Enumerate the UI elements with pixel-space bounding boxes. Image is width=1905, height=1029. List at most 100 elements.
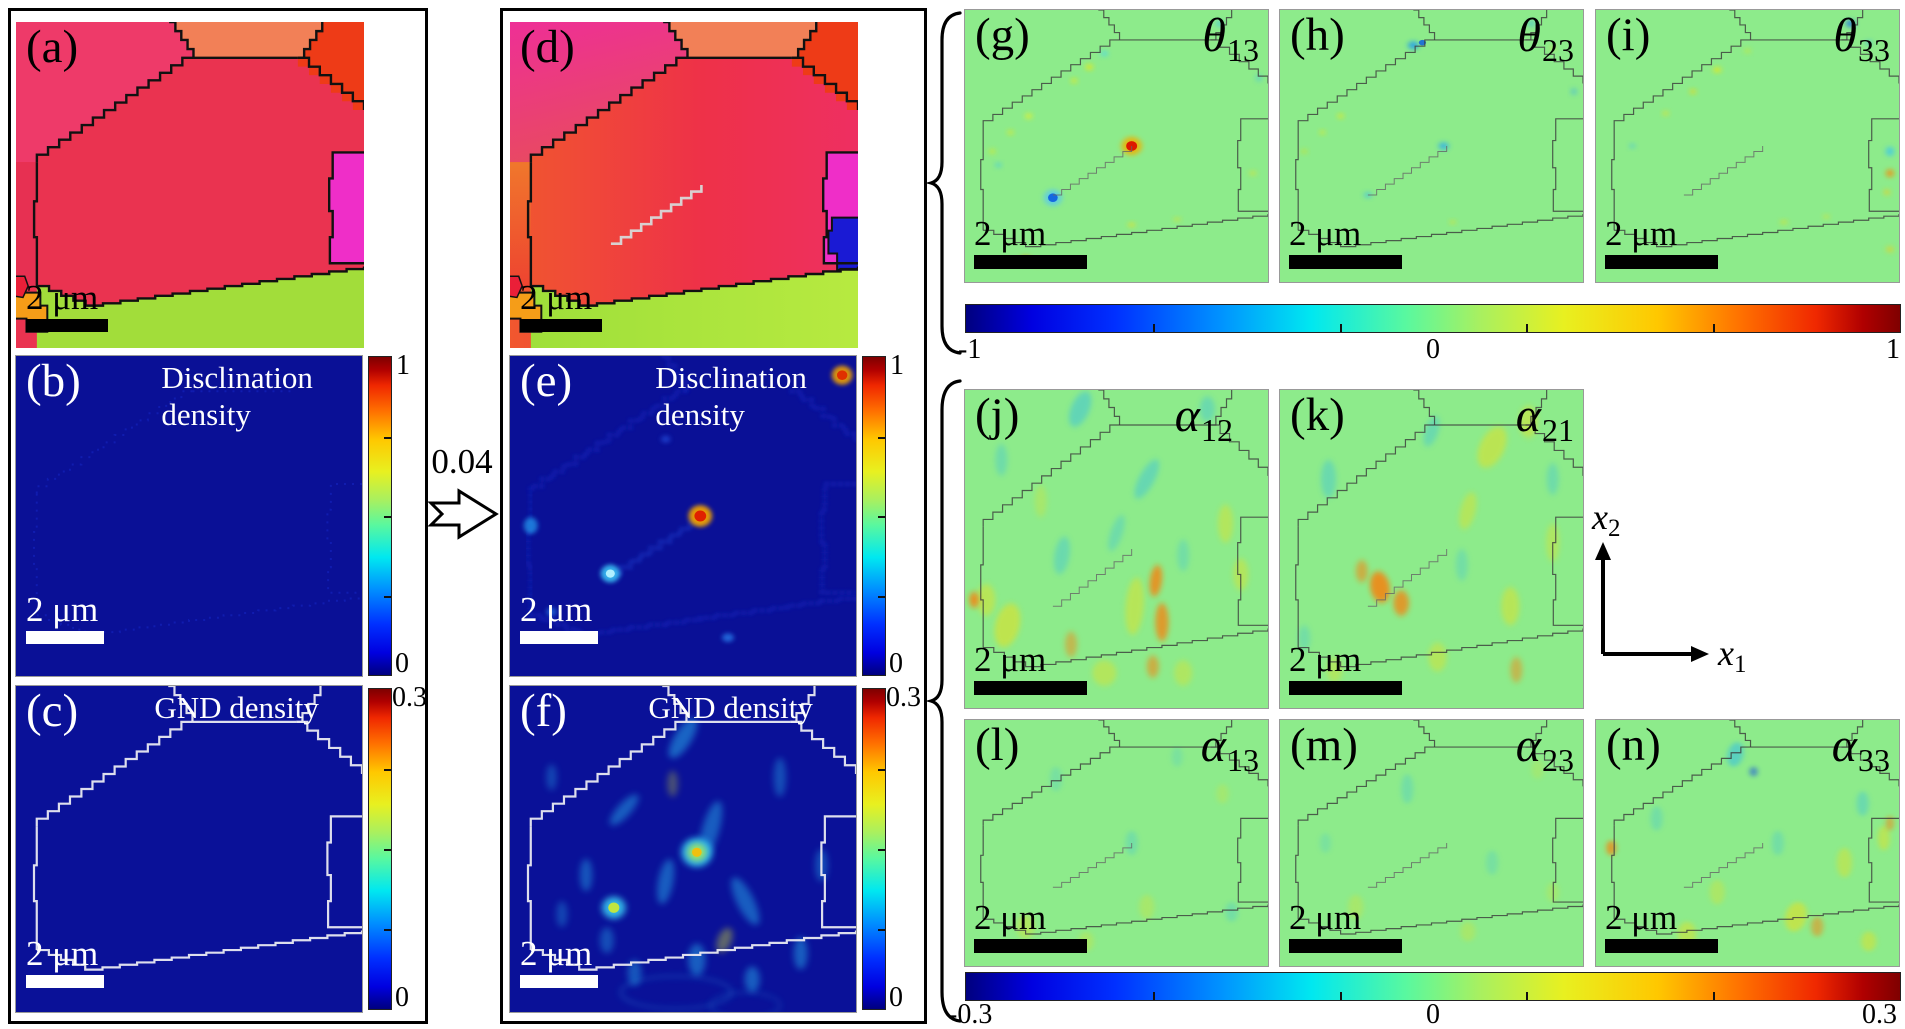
alpha12-label: α12 [1174, 389, 1233, 448]
colorbar-theta-min: -1 [958, 334, 982, 365]
scalebar-d: 2 μm [520, 280, 602, 332]
panel-i-label: (i) [1606, 9, 1651, 61]
axis-x1-label: x1 [1718, 633, 1747, 678]
panel-n: (n) α33 2 μm [1595, 719, 1900, 967]
axis-indicator [1595, 542, 1709, 662]
scalebar-n: 2 μm [1605, 900, 1718, 953]
alpha23-label: α23 [1515, 719, 1574, 778]
panel-k-label: (k) [1290, 389, 1345, 441]
panel-f-label: (f) [520, 685, 567, 737]
brace-alpha-icon [926, 379, 962, 1023]
colorbar-e [862, 356, 886, 676]
colorbar-theta-mid: 0 [1426, 334, 1440, 365]
scalebar-g-rect [974, 255, 1087, 269]
scalebar-j-text: 2 μm [974, 640, 1047, 679]
colorbar-b [368, 356, 392, 676]
panel-k: (k) α21 2 μm [1279, 389, 1584, 709]
colorbar-alpha-max: 0.3 [1862, 999, 1897, 1029]
alpha21-map [1279, 389, 1584, 709]
panel-b: (b) Disclination density 2 μm [15, 355, 363, 677]
colorbar-e-max: 1 [890, 350, 904, 381]
scalebar-k: 2 μm [1289, 642, 1402, 695]
scalebar-g: 2 μm [974, 216, 1087, 269]
colorbar-e-min: 0 [889, 648, 903, 679]
scalebar-i-rect [1605, 255, 1718, 269]
gnd-map-c [15, 685, 363, 1013]
scalebar-b-text: 2 μm [26, 590, 99, 629]
panel-e-label: (e) [520, 355, 573, 407]
scalebar-l-rect [974, 939, 1087, 953]
scalebar-f: 2 μm [520, 936, 598, 988]
panel-h-label: (h) [1290, 9, 1345, 61]
scalebar-h-text: 2 μm [1289, 214, 1362, 253]
panel-m-label: (m) [1290, 719, 1358, 771]
theta33-map [1595, 9, 1900, 283]
alpha33-label: α33 [1831, 719, 1890, 778]
transition-value: 0.04 [431, 442, 493, 481]
alpha33-map [1595, 719, 1900, 967]
scalebar-l-text: 2 μm [974, 898, 1047, 937]
panel-f-title: GND density [648, 690, 813, 725]
scalebar-m-text: 2 μm [1289, 898, 1362, 937]
disclination-map-e [509, 355, 857, 677]
panel-d: (d) 2 μm [510, 22, 858, 348]
panel-e: (e) Disclination density 2 μm [509, 355, 857, 677]
panel-e-title: Disclination density [655, 360, 807, 432]
colorbar-alpha [965, 972, 1901, 1001]
scalebar-f-rect [520, 975, 598, 988]
panel-a: (a) 2 μm [16, 22, 364, 348]
scalebar-c-text: 2 μm [26, 934, 99, 973]
colorbar-alpha-mid: 0 [1426, 999, 1440, 1029]
theta33-label: θ33 [1833, 9, 1890, 68]
scalebar-f-text: 2 μm [520, 934, 593, 973]
scalebar-n-text: 2 μm [1605, 898, 1678, 937]
panel-l-label: (l) [975, 719, 1020, 771]
disclination-map-b [15, 355, 363, 677]
scalebar-e: 2 μm [520, 592, 598, 644]
scalebar-e-text: 2 μm [520, 590, 593, 629]
panel-c-title: GND density [154, 690, 319, 725]
panel-f: (f) GND density 2 μm [509, 685, 857, 1013]
scalebar-h-rect [1289, 255, 1402, 269]
scalebar-k-text: 2 μm [1289, 640, 1362, 679]
scalebar-k-rect [1289, 681, 1402, 695]
colorbar-alpha-min: -0.3 [948, 999, 993, 1029]
panel-b-title: Disclination density [161, 360, 313, 432]
scalebar-h: 2 μm [1289, 216, 1402, 269]
colorbar-c [368, 688, 392, 1010]
scalebar-d-text: 2 μm [520, 278, 593, 317]
panel-d-label: (d) [520, 21, 575, 73]
panel-n-label: (n) [1606, 719, 1661, 771]
axis-x2-label: x2 [1592, 497, 1621, 542]
panel-a-label: (a) [26, 21, 79, 73]
colorbar-c-max: 0.3 [392, 682, 427, 713]
panel-c-label: (c) [26, 685, 79, 737]
panel-l: (l) α13 2 μm [964, 719, 1269, 967]
alpha13-label: α13 [1200, 719, 1259, 778]
scalebar-i: 2 μm [1605, 216, 1718, 269]
gnd-map-f [509, 685, 857, 1013]
scalebar-j: 2 μm [974, 642, 1087, 695]
panel-j: (j) α12 2 μm [964, 389, 1269, 709]
alpha23-map [1279, 719, 1584, 967]
panel-g-label: (g) [975, 9, 1030, 61]
colorbar-b-max: 1 [396, 350, 410, 381]
scalebar-a-text: 2 μm [26, 278, 99, 317]
panel-g: (g) θ13 2 μm [964, 9, 1269, 283]
transition-arrow-icon [428, 488, 499, 540]
alpha12-map [964, 389, 1269, 709]
scalebar-i-text: 2 μm [1605, 214, 1678, 253]
scalebar-n-rect [1605, 939, 1718, 953]
panel-h: (h) θ23 2 μm [1279, 9, 1584, 283]
colorbar-c-min: 0 [395, 982, 409, 1013]
orientation-map-a [16, 22, 364, 348]
scalebar-m-rect [1289, 939, 1402, 953]
theta23-label: θ23 [1517, 9, 1574, 68]
colorbar-b-min: 0 [395, 648, 409, 679]
orientation-map-d [510, 22, 858, 348]
scalebar-c-rect [26, 975, 104, 988]
scalebar-c: 2 μm [26, 936, 104, 988]
panel-c: (c) GND density 2 μm [15, 685, 363, 1013]
scalebar-b: 2 μm [26, 592, 104, 644]
